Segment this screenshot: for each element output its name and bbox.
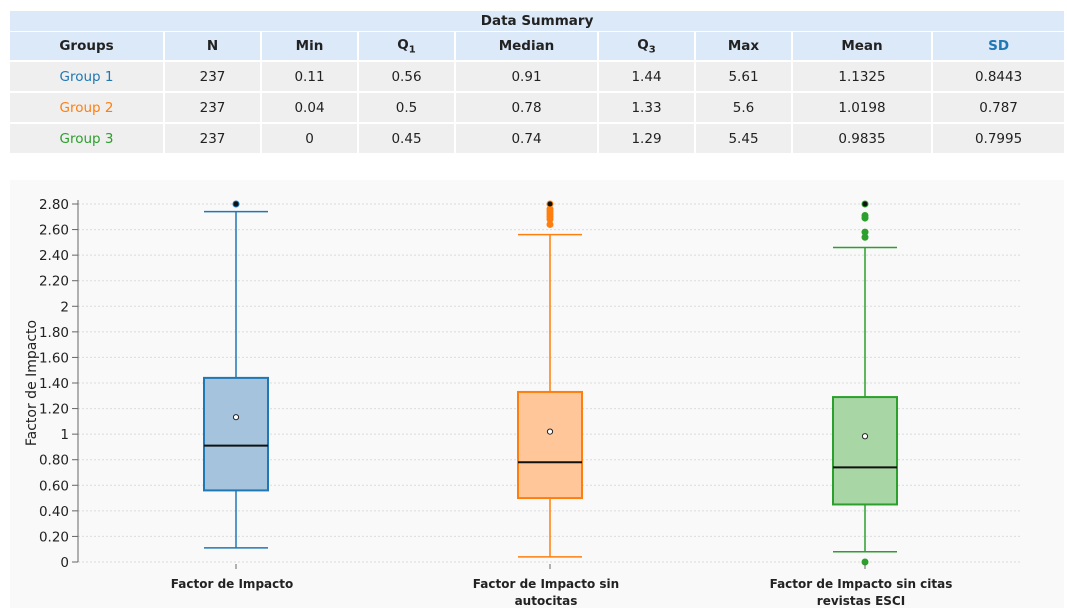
- cell-min: 0.04: [260, 91, 358, 123]
- mean-marker: [861, 433, 869, 440]
- header-sd[interactable]: SD: [930, 31, 1065, 61]
- header-n[interactable]: N: [163, 31, 261, 61]
- outlier-point: [546, 200, 554, 208]
- cell-q3: 1.29: [597, 122, 695, 153]
- header-q1-sub: 1: [408, 44, 416, 56]
- cell-min: 0.11: [260, 60, 358, 92]
- cell-max: 5.6: [694, 91, 792, 123]
- cell-sd: 0.8443: [930, 60, 1065, 92]
- mean-marker: [232, 414, 240, 421]
- outlier-point: [861, 200, 869, 208]
- y-tick-label: 0.40: [39, 504, 69, 520]
- cell-mean: 1.1325: [791, 60, 932, 92]
- data-summary-table: Data Summary Groups N Min Q1 Median Q3 M…: [10, 11, 1065, 153]
- y-tick-label: 0.20: [39, 529, 69, 545]
- x-tick-label: Factor de Impacto sin citas: [770, 577, 953, 591]
- y-tick-label: 0.60: [39, 478, 69, 494]
- cell-group: Group 2: [10, 91, 164, 123]
- mean-marker: [546, 428, 554, 435]
- cell-median: 0.91: [454, 60, 598, 92]
- header-groups[interactable]: Groups: [10, 31, 164, 61]
- header-q1-letter: Q: [397, 36, 409, 53]
- table-title: Data Summary: [10, 11, 1065, 32]
- cell-q1: 0.45: [357, 122, 455, 153]
- y-tick-label: 1.80: [39, 325, 69, 341]
- cell-n: 237: [163, 91, 261, 123]
- cell-mean: 1.0198: [791, 91, 932, 123]
- header-min[interactable]: Min: [260, 31, 358, 61]
- y-tick-label: 0: [60, 555, 69, 571]
- y-tick-label: 1.20: [39, 402, 69, 418]
- x-tick-label: revistas ESCI: [817, 594, 905, 608]
- cell-q1: 0.5: [357, 91, 455, 123]
- boxplot-panel: 0 0.20 0.40 0.60 0.80 1 1.20 1.40 1.60 1.80 2 2.20 2…: [10, 180, 1064, 608]
- y-tick-label: 2.20: [39, 274, 69, 290]
- x-tick-label: Factor de Impacto sin: [473, 577, 619, 591]
- header-q3-sub: 3: [648, 44, 656, 56]
- header-q1[interactable]: Q1: [357, 31, 455, 61]
- cell-max: 5.45: [694, 122, 792, 153]
- cell-max: 5.61: [694, 60, 792, 92]
- y-tick-label: 0.80: [39, 453, 69, 469]
- y-tick-label: 2.60: [39, 223, 69, 239]
- y-tick-label: 1: [60, 427, 69, 443]
- header-max[interactable]: Max: [694, 31, 792, 61]
- header-q3-letter: Q: [637, 36, 649, 53]
- y-tick-label: 1.40: [39, 376, 69, 392]
- y-tick-label: 2.40: [39, 248, 69, 264]
- cell-q1: 0.56: [357, 60, 455, 92]
- box: [517, 390, 583, 500]
- header-q3[interactable]: Q3: [597, 31, 695, 61]
- cell-min: 0: [260, 122, 358, 153]
- cell-mean: 0.9835: [791, 122, 932, 153]
- cell-median: 0.78: [454, 91, 598, 123]
- header-mean[interactable]: Mean: [791, 31, 932, 61]
- cell-median: 0.74: [454, 122, 598, 153]
- cell-n: 237: [163, 60, 261, 92]
- y-tick-label: 1.60: [39, 350, 69, 366]
- cell-sd: 0.787: [930, 91, 1065, 123]
- cell-group: Group 3: [10, 122, 164, 153]
- y-axis-label: Factor de Impacto: [24, 320, 40, 446]
- x-tick-label: autocitas: [515, 594, 578, 608]
- cell-sd: 0.7995: [930, 122, 1065, 153]
- cell-group: Group 1: [10, 60, 164, 92]
- y-tick-label: 2.80: [39, 197, 69, 213]
- table-row: Group 2 237 0.04 0.5 0.78 1.33 5.6 1.019…: [10, 91, 1065, 123]
- table-row: Group 1 237 0.11 0.56 0.91 1.44 5.61 1.1…: [10, 60, 1065, 92]
- cell-q3: 1.44: [597, 60, 695, 92]
- header-median[interactable]: Median: [454, 31, 598, 61]
- cell-q3: 1.33: [597, 91, 695, 123]
- outlier-point: [861, 228, 869, 236]
- y-tick-label: 2: [60, 299, 69, 315]
- table-row: Group 3 237 0 0.45 0.74 1.29 5.45 0.9835…: [10, 122, 1065, 153]
- outlier-point: [861, 212, 869, 220]
- box: [203, 376, 269, 492]
- x-tick-label: Factor de Impacto: [171, 577, 293, 591]
- cell-n: 237: [163, 122, 261, 153]
- box: [832, 396, 898, 506]
- outlier-point: [232, 200, 240, 208]
- boxplot-chart: 0 0.20 0.40 0.60 0.80 1 1.20 1.40 1.60 1.80 2 2.20 2…: [24, 197, 1022, 608]
